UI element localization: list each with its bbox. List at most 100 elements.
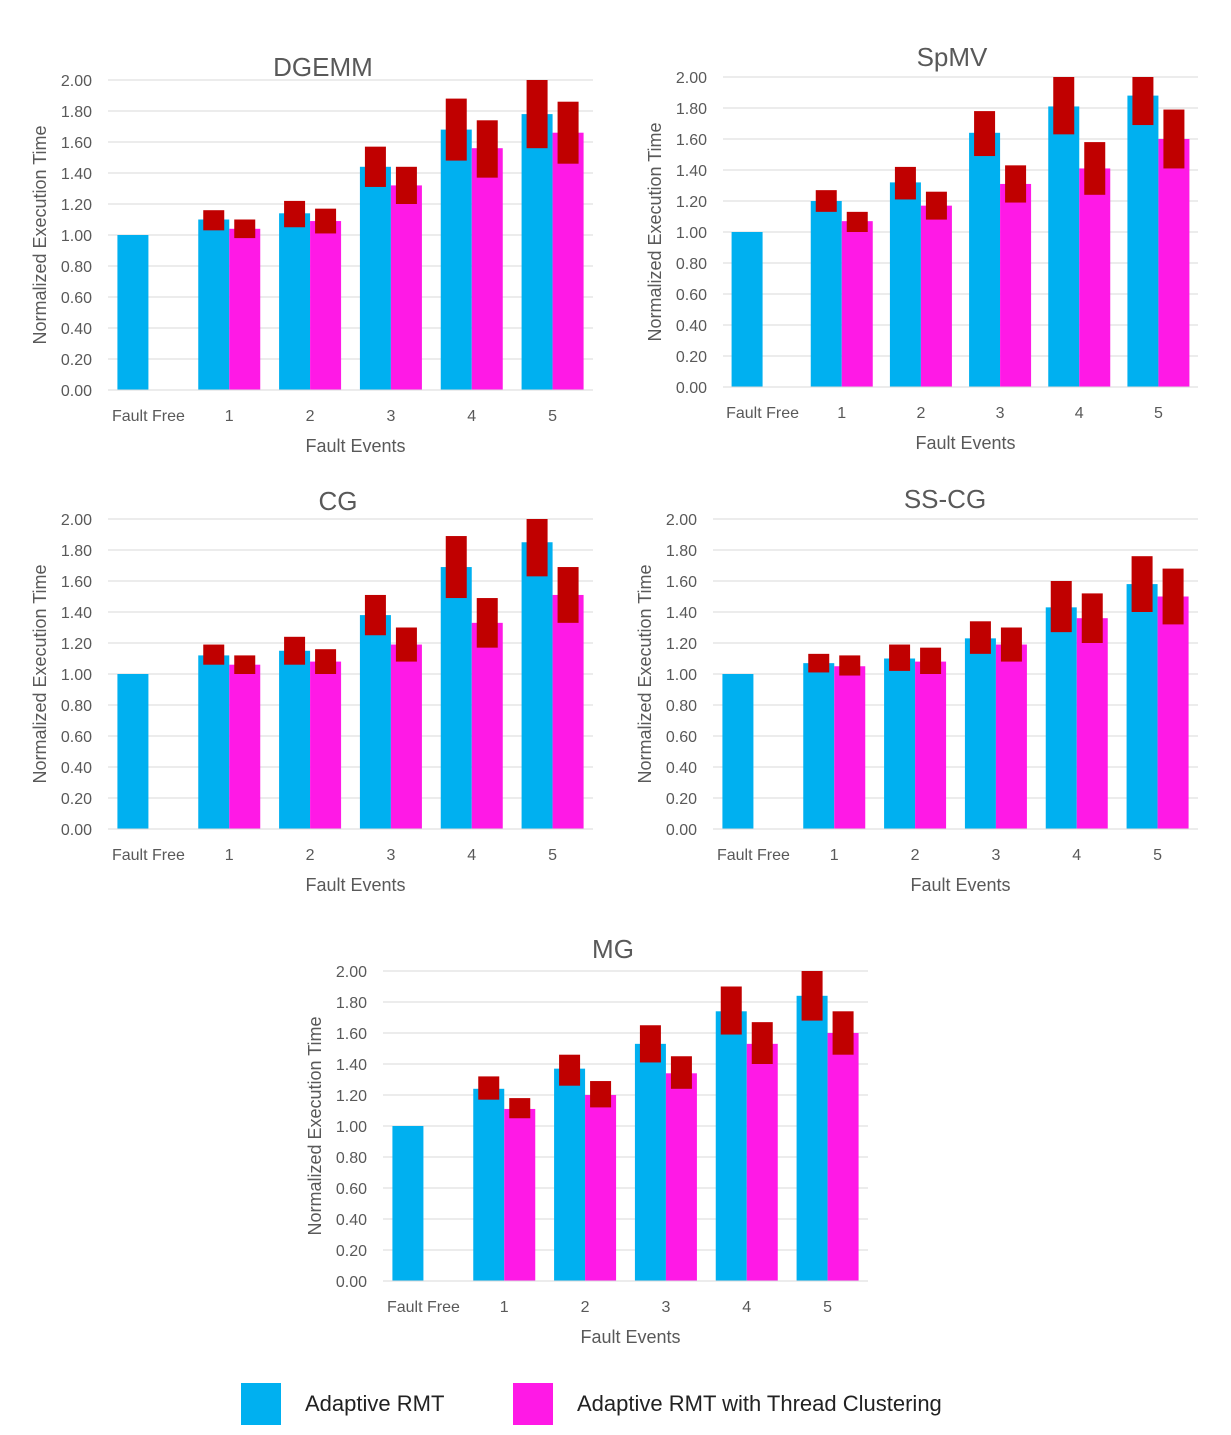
y-tick-label-mg-0: 0.00 bbox=[336, 1274, 367, 1291]
x-tick-label-ss-cg-4: 4 bbox=[1072, 847, 1081, 864]
bar-mg-s0-1 bbox=[473, 1088, 505, 1281]
error-box-dgemm-s1-2 bbox=[315, 208, 337, 234]
x-axis-label-cg: Fault Events bbox=[305, 875, 405, 895]
error-box-spmv-s1-4 bbox=[1084, 142, 1106, 195]
y-tick-label-dgemm-9: 1.80 bbox=[61, 104, 92, 121]
y-tick-label-ss-cg-1: 0.20 bbox=[666, 791, 697, 808]
y-tick-label-mg-1: 0.20 bbox=[336, 1243, 367, 1260]
x-tick-label-cg-1: 1 bbox=[225, 847, 234, 864]
error-box-ss-cg-s0-4 bbox=[1050, 581, 1072, 633]
bar-ss-cg-s0-1 bbox=[803, 663, 835, 829]
error-box-mg-s1-5 bbox=[832, 1011, 854, 1055]
x-tick-label-cg-0: Fault Free bbox=[112, 847, 185, 864]
x-tick-label-spmv-3: 3 bbox=[996, 405, 1005, 422]
bar-cg-s1-4 bbox=[471, 622, 503, 829]
bar-dgemm-s1-5 bbox=[552, 132, 584, 390]
y-tick-label-spmv-5: 1.00 bbox=[676, 225, 707, 242]
error-box-ss-cg-s1-5 bbox=[1162, 568, 1184, 625]
error-box-mg-s1-3 bbox=[670, 1056, 692, 1089]
x-tick-label-mg-5: 5 bbox=[823, 1299, 832, 1316]
y-tick-label-dgemm-3: 0.60 bbox=[61, 290, 92, 307]
bar-spmv-s1-2 bbox=[920, 205, 952, 387]
bar-dgemm-s1-4 bbox=[471, 148, 503, 390]
error-box-ss-cg-s1-1 bbox=[839, 655, 861, 676]
bar-cg-s0-2 bbox=[279, 650, 311, 829]
bar-ss-cg-s0-0 bbox=[722, 674, 754, 829]
y-tick-label-ss-cg-4: 0.80 bbox=[666, 698, 697, 715]
error-box-spmv-s0-3 bbox=[974, 111, 996, 157]
x-tick-label-spmv-5: 5 bbox=[1154, 405, 1163, 422]
bar-cg-s1-5 bbox=[552, 594, 584, 829]
x-tick-label-spmv-1: 1 bbox=[837, 405, 846, 422]
bar-spmv-s0-5 bbox=[1127, 95, 1159, 387]
error-box-dgemm-s0-2 bbox=[284, 200, 306, 228]
bar-mg-s0-0 bbox=[392, 1126, 424, 1281]
error-box-ss-cg-s0-2 bbox=[889, 644, 911, 671]
y-tick-label-spmv-7: 1.40 bbox=[676, 163, 707, 180]
error-box-mg-s0-5 bbox=[801, 971, 823, 1021]
x-tick-label-mg-1: 1 bbox=[500, 1299, 509, 1316]
error-box-dgemm-s0-4 bbox=[445, 98, 467, 161]
x-tick-label-dgemm-2: 2 bbox=[306, 408, 315, 425]
x-tick-label-cg-5: 5 bbox=[548, 847, 557, 864]
y-tick-label-mg-3: 0.60 bbox=[336, 1181, 367, 1198]
y-tick-label-cg-8: 1.60 bbox=[61, 574, 92, 591]
bar-dgemm-s0-3 bbox=[359, 166, 391, 390]
y-tick-label-spmv-2: 0.40 bbox=[676, 318, 707, 335]
y-tick-label-ss-cg-0: 0.00 bbox=[666, 822, 697, 839]
error-box-mg-s0-2 bbox=[559, 1054, 581, 1086]
x-tick-label-spmv-2: 2 bbox=[916, 405, 925, 422]
y-tick-label-mg-5: 1.00 bbox=[336, 1119, 367, 1136]
bar-spmv-s1-3 bbox=[1000, 183, 1032, 387]
y-tick-label-cg-10: 2.00 bbox=[61, 512, 92, 529]
y-tick-label-mg-8: 1.60 bbox=[336, 1026, 367, 1043]
x-tick-label-spmv-4: 4 bbox=[1075, 405, 1084, 422]
y-tick-label-cg-0: 0.00 bbox=[61, 822, 92, 839]
chart-cg: 0.00 0.20 0.40 0.60 0.80 1.00 1.20 1.40 1.60 1.80… bbox=[30, 486, 593, 895]
error-box-cg-s1-3 bbox=[395, 627, 417, 662]
legend-swatch-thread-clustering bbox=[513, 1383, 553, 1425]
bar-cg-s0-1 bbox=[198, 655, 230, 829]
x-tick-label-spmv-0: Fault Free bbox=[726, 405, 799, 422]
x-axis-label-spmv: Fault Events bbox=[915, 433, 1015, 453]
error-box-dgemm-s0-3 bbox=[364, 146, 386, 187]
y-tick-label-dgemm-4: 0.80 bbox=[61, 259, 92, 276]
x-tick-label-ss-cg-5: 5 bbox=[1153, 847, 1162, 864]
bar-spmv-s0-3 bbox=[969, 132, 1001, 387]
y-tick-label-mg-9: 1.80 bbox=[336, 995, 367, 1012]
y-tick-label-dgemm-0: 0.00 bbox=[61, 383, 92, 400]
y-tick-label-cg-1: 0.20 bbox=[61, 791, 92, 808]
error-box-cg-s1-4 bbox=[476, 598, 498, 648]
y-tick-label-spmv-9: 1.80 bbox=[676, 101, 707, 118]
bar-ss-cg-s0-5 bbox=[1126, 584, 1158, 829]
bar-spmv-s1-5 bbox=[1158, 139, 1190, 387]
y-tick-label-cg-9: 1.80 bbox=[61, 543, 92, 560]
bar-cg-s0-0 bbox=[117, 674, 149, 829]
x-tick-label-mg-0: Fault Free bbox=[387, 1299, 460, 1316]
bar-ss-cg-s1-5 bbox=[1157, 596, 1189, 829]
bar-dgemm-s0-2 bbox=[279, 213, 311, 390]
y-tick-label-cg-7: 1.40 bbox=[61, 605, 92, 622]
bar-ss-cg-s0-2 bbox=[884, 658, 916, 829]
legend-swatch-adaptive-rmt bbox=[241, 1383, 281, 1425]
error-box-cg-s0-5 bbox=[526, 519, 548, 577]
error-box-ss-cg-s1-4 bbox=[1081, 593, 1103, 643]
y-axis-label-cg: Normalized Execution Time bbox=[30, 564, 50, 783]
bar-mg-s1-5 bbox=[827, 1033, 859, 1281]
error-box-spmv-s1-2 bbox=[925, 191, 947, 220]
y-tick-label-spmv-3: 0.60 bbox=[676, 287, 707, 304]
error-box-spmv-s1-3 bbox=[1005, 165, 1027, 203]
bar-dgemm-s0-5 bbox=[521, 114, 553, 390]
x-tick-label-mg-2: 2 bbox=[581, 1299, 590, 1316]
bar-mg-s0-3 bbox=[634, 1043, 666, 1281]
error-box-ss-cg-s1-3 bbox=[1000, 627, 1022, 662]
charts-canvas: 0.00 0.20 0.40 0.60 0.80 1.00 1.20 1.40 1.60 1.80… bbox=[30, 42, 1198, 1347]
y-axis-label-mg: Normalized Execution Time bbox=[305, 1016, 325, 1235]
legend-label-adaptive-rmt: Adaptive RMT bbox=[305, 1391, 445, 1416]
error-box-spmv-s0-1 bbox=[815, 190, 837, 212]
y-tick-label-spmv-4: 0.80 bbox=[676, 256, 707, 273]
y-tick-label-mg-10: 2.00 bbox=[336, 964, 367, 981]
error-box-spmv-s0-5 bbox=[1132, 77, 1154, 126]
bar-spmv-s0-4 bbox=[1048, 106, 1080, 387]
legend-item-thread-clustering: Adaptive RMT with Thread Clustering bbox=[513, 1383, 942, 1425]
